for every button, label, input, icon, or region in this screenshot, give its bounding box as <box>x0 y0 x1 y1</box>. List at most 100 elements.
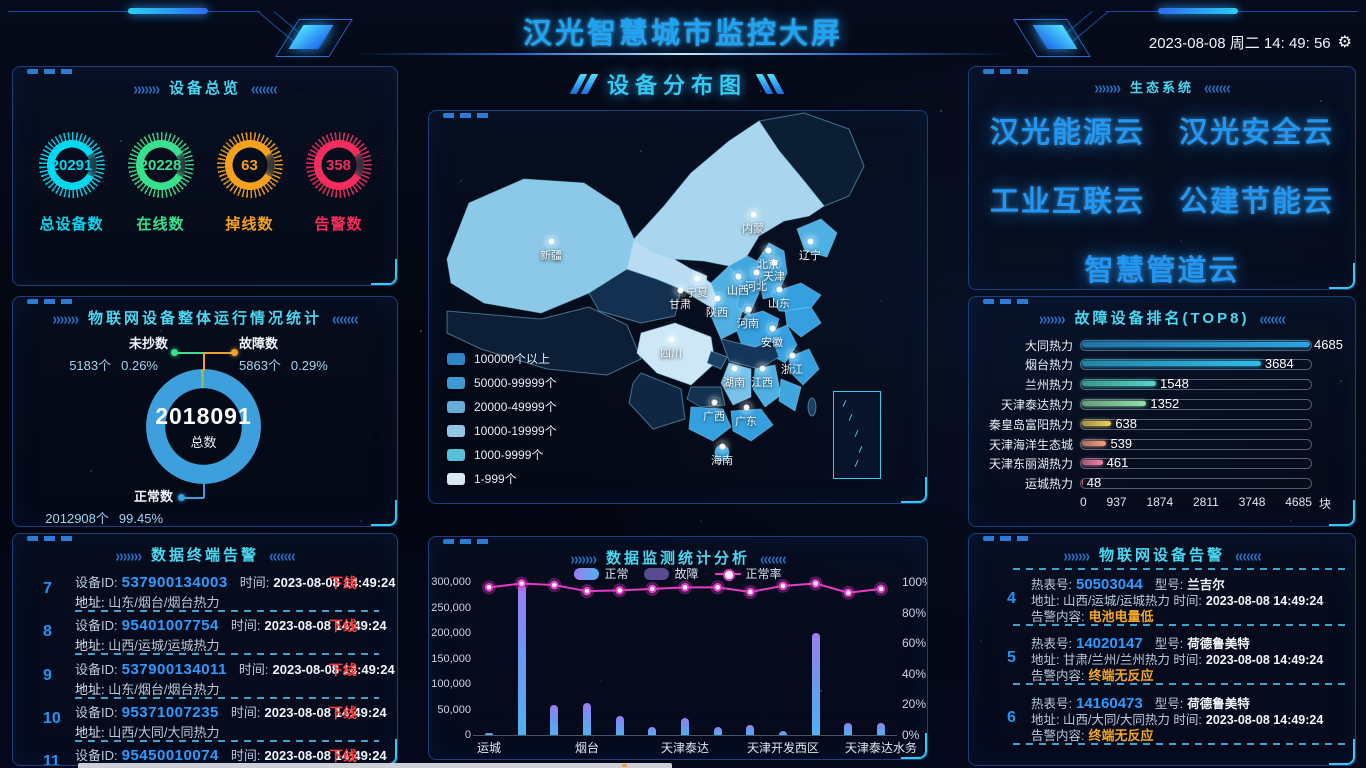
gauge-value: 63 <box>241 156 258 174</box>
map-legend-swatch <box>447 376 465 389</box>
terminal-alarm-row[interactable]: 11 设备ID: 95450010074 时间: 2023-08-08 14:49:24… <box>27 745 387 765</box>
ecosystem-link[interactable]: 工业互联云 <box>989 186 1145 218</box>
map-legend-label: 50000-99999个 <box>474 376 557 390</box>
monitor-bar <box>648 726 657 735</box>
model-label: 型号: <box>1154 637 1184 652</box>
ecosystem-link[interactable]: 智慧管道云 <box>1084 255 1240 287</box>
fault-bar-row: 烟台热力 3684 <box>969 356 1355 373</box>
time-label: 时间: <box>1173 653 1202 668</box>
offline-status-badge: 下线 <box>329 661 357 678</box>
map-legend-item: 50000-99999个 <box>447 374 557 391</box>
iot-overall-panel: 物联网设备整体运行情况统计 2018091 总数 未抄数 5183个 0.26% 故障数 5… <box>12 296 398 527</box>
x-tick-label: 运城 <box>476 741 502 755</box>
gauge-value: 20228 <box>139 156 182 174</box>
model-label: 型号: <box>1154 696 1184 711</box>
addr-label: 地址: <box>1031 594 1060 608</box>
header: 汉光智慧城市监控大屏 2023-08-08 周二 14: 49: 56 ⚙ <box>0 0 1366 60</box>
settings-gear-icon[interactable]: ⚙ <box>1337 33 1352 51</box>
iot-alarm-row[interactable]: 4 热表号: 50503044 型号: 兰吉尔 地址: 山西/运城/运城热力 时间: 202… <box>983 572 1345 631</box>
row-line1: 热表号: 50503044 型号: 兰吉尔 <box>1031 574 1343 593</box>
fault-bar-fill <box>1082 341 1310 347</box>
device-overview-title: 设备总览 <box>168 80 241 97</box>
fault-bar-value: 638 <box>1115 415 1138 431</box>
title-arrows-right-icon <box>269 545 295 565</box>
title-arrows-right-icon <box>1204 77 1230 97</box>
gauge-value: 20291 <box>50 156 93 174</box>
row-index: 5 <box>1007 649 1016 667</box>
row-index: 8 <box>43 623 52 641</box>
fault-bar-value: 3684 <box>1264 356 1294 372</box>
title-arrows-left-icon <box>1094 77 1120 97</box>
callout-percent: 0.26% <box>121 358 158 373</box>
y-left-tick: 300,000 <box>431 576 471 588</box>
row-line3: 告警内容: 电池电量低 <box>1031 606 1343 625</box>
time-label: 时间: <box>230 704 261 720</box>
fault-bar-label: 天津东丽湖热力 <box>988 457 1073 472</box>
model-label: 型号: <box>1154 578 1184 592</box>
fault-bar-label: 运城热力 <box>1024 477 1073 492</box>
fault-bar-row: 天津东丽湖热力 461 <box>969 455 1355 472</box>
terminal-alarm-row[interactable]: 8 设备ID: 95401007754 时间: 2023-08-08 14:49:24 下… <box>27 615 387 658</box>
axis-tick-label: 2811 <box>1193 495 1219 509</box>
title-arrows-left-icon <box>115 545 141 565</box>
gauge-arc <box>222 138 277 192</box>
donut-total-value: 2018091 <box>155 402 252 429</box>
gauge-arc <box>311 138 366 192</box>
callout-dot <box>178 494 185 501</box>
offline-status-badge: 下线 <box>329 748 357 765</box>
iot-alarms-list: 4 热表号: 50503044 型号: 兰吉尔 地址: 山西/运城/运城热力 时间: 202… <box>969 564 1355 765</box>
addr-label: 地址: <box>75 638 105 654</box>
row-index: 6 <box>1007 708 1016 726</box>
china-map-panel: 新疆 内蒙 辽宁 北京 天津 河北 山西 山东 宁夏 甘肃 陕西 河南 安徽 浙江 四川 湖南 江西 广西 广东 海南… <box>428 110 928 504</box>
terminal-alarm-row[interactable]: 7 设备ID: 537900134003 时间: 2023-08-08 14:49:24… <box>27 572 396 615</box>
row-separator <box>1013 742 1345 745</box>
terminal-alarms-title: 数据终端告警 <box>150 547 259 564</box>
callout-line <box>183 497 204 499</box>
title-arrows-left-icon <box>133 78 159 98</box>
row-index: 7 <box>43 580 52 597</box>
slash-right-icon <box>755 74 785 94</box>
legend-rate: 正常率 <box>714 565 782 582</box>
y-left-tick: 150,000 <box>431 652 471 665</box>
callout-fault: 故障数 5863个 0.29% <box>239 333 369 374</box>
device-id-label: 设备ID: <box>75 575 118 590</box>
ecosystem-link[interactable]: 公建节能云 <box>1179 186 1335 218</box>
row-separator <box>75 610 379 612</box>
ecosystem-link[interactable]: 汉光能源云 <box>989 117 1145 149</box>
iot-alarm-row[interactable]: 5 热表号: 14020147 型号: 荷德鲁美特 地址: 甘肃/兰州/兰州热力 时间: 2… <box>983 631 1345 690</box>
device-gauge: 20291 总设备数 <box>29 132 115 234</box>
device-overview-panel: 设备总览 20291 总设备数 20228 在线数 63 掉线数 358 告警数 <box>12 66 398 286</box>
ecosystem-title: 生态系统 <box>1129 80 1194 95</box>
device-id-value: 95401007754 <box>121 617 219 635</box>
iot-alarm-row[interactable]: 6 热表号: 14160473 型号: 荷德鲁美特 地址: 山西/大同/大同热力 时间: 2… <box>983 691 1345 750</box>
device-gauges: 20291 总设备数 20228 在线数 63 掉线数 358 告警数 <box>13 98 397 234</box>
addr-value: 山西/运城/运城热力 <box>104 638 220 654</box>
fault-bar-track: 1352 <box>1080 396 1312 411</box>
terminal-alarm-row[interactable]: 9 设备ID: 537900134011 时间: 2023-08-08 14:49:24… <box>27 659 395 702</box>
map-legend-swatch <box>447 400 465 413</box>
china-map-svg <box>446 112 865 462</box>
legend-fault-swatch <box>644 568 670 580</box>
x-axis-line <box>473 735 897 736</box>
callout-line <box>203 482 205 498</box>
terminal-alarm-row[interactable]: 10 设备ID: 95371007235 时间: 2023-08-08 14:49:24… <box>27 702 387 745</box>
meter-id-value: 50503044 <box>1075 576 1143 593</box>
row-separator <box>75 696 379 699</box>
gauge-arc <box>133 138 188 192</box>
gauge-label: 在线数 <box>136 216 185 233</box>
fault-bar-label: 兰州热力 <box>1024 378 1073 393</box>
gauge-label: 掉线数 <box>225 216 274 233</box>
fault-bar-track: 48 <box>1080 475 1312 490</box>
model-value: 荷德鲁美特 <box>1187 637 1250 652</box>
row-separator <box>75 653 379 656</box>
monitor-plot: 300,000 250,000 200,000 150,000 100,000 50,00… <box>429 537 927 759</box>
callout-line <box>203 352 205 371</box>
monitor-bar <box>485 733 493 735</box>
map-title: 设备分布图 <box>606 73 747 98</box>
ecosystem-link[interactable]: 汉光安全云 <box>1179 117 1335 149</box>
time-label: 时间: <box>239 575 270 590</box>
axis-tick-label: 937 <box>1106 495 1127 509</box>
monitor-bar <box>681 717 689 735</box>
